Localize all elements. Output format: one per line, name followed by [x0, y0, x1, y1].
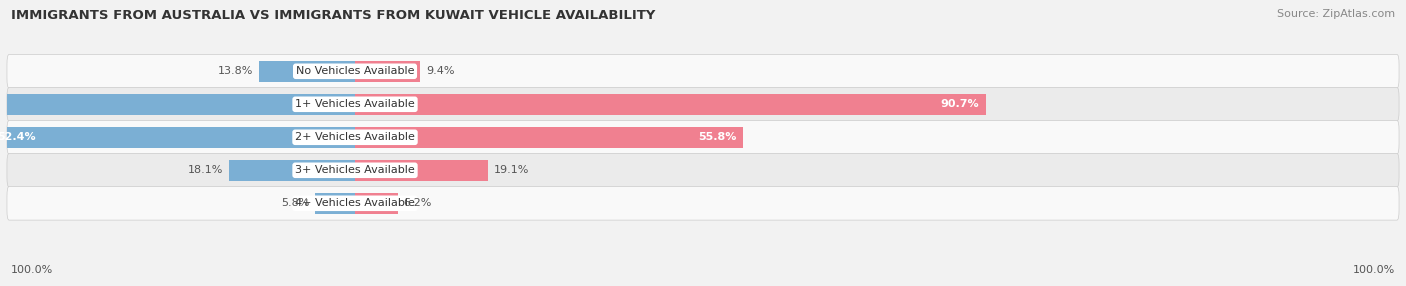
Bar	[0, 127, 356, 148]
Bar	[315, 193, 354, 214]
Bar	[354, 160, 488, 180]
Text: 9.4%: 9.4%	[426, 66, 454, 76]
Text: 6.2%: 6.2%	[404, 198, 432, 208]
Bar	[259, 61, 356, 82]
FancyBboxPatch shape	[7, 154, 1399, 187]
Text: No Vehicles Available: No Vehicles Available	[295, 66, 415, 76]
Bar	[354, 193, 398, 214]
FancyBboxPatch shape	[7, 120, 1399, 154]
Bar	[0, 94, 356, 114]
Text: 18.1%: 18.1%	[188, 165, 224, 175]
Text: 52.4%: 52.4%	[0, 132, 37, 142]
Text: IMMIGRANTS FROM AUSTRALIA VS IMMIGRANTS FROM KUWAIT VEHICLE AVAILABILITY: IMMIGRANTS FROM AUSTRALIA VS IMMIGRANTS …	[11, 9, 655, 21]
Bar	[354, 127, 744, 148]
Text: 5.8%: 5.8%	[281, 198, 309, 208]
FancyBboxPatch shape	[7, 54, 1399, 88]
FancyBboxPatch shape	[7, 186, 1399, 220]
Text: 2+ Vehicles Available: 2+ Vehicles Available	[295, 132, 415, 142]
Bar	[229, 160, 356, 180]
Legend: Immigrants from Australia, Immigrants from Kuwait: Immigrants from Australia, Immigrants fr…	[515, 284, 891, 286]
FancyBboxPatch shape	[7, 88, 1399, 121]
Text: 4+ Vehicles Available: 4+ Vehicles Available	[295, 198, 415, 208]
Text: 100.0%: 100.0%	[11, 265, 53, 275]
Text: 55.8%: 55.8%	[697, 132, 737, 142]
Text: 19.1%: 19.1%	[494, 165, 529, 175]
Text: 13.8%: 13.8%	[218, 66, 253, 76]
Text: 90.7%: 90.7%	[941, 99, 980, 109]
Text: 1+ Vehicles Available: 1+ Vehicles Available	[295, 99, 415, 109]
Bar	[354, 94, 986, 114]
Text: 100.0%: 100.0%	[1353, 265, 1395, 275]
Text: 3+ Vehicles Available: 3+ Vehicles Available	[295, 165, 415, 175]
Text: Source: ZipAtlas.com: Source: ZipAtlas.com	[1277, 9, 1395, 19]
Bar	[354, 61, 420, 82]
